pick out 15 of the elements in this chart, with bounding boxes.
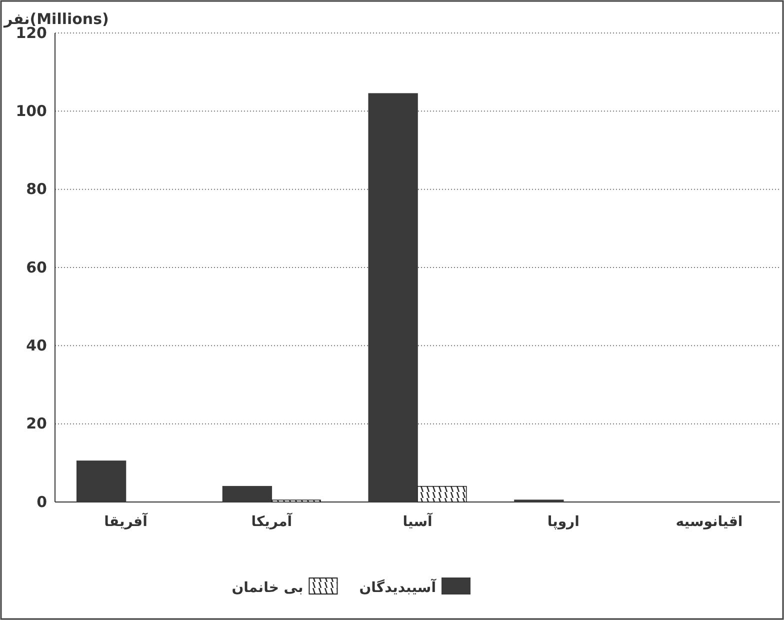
y-tick-label: 100 — [16, 102, 47, 120]
legend-label: بی خانمان — [232, 580, 304, 596]
x-tick-label: آفریقا — [104, 512, 149, 530]
bar — [417, 486, 467, 502]
x-tick-label: اروپا — [547, 514, 580, 530]
y-tick-label: 40 — [26, 336, 47, 354]
y-axis-title: نفر(Millions) — [3, 10, 109, 28]
y-tick-label: 60 — [26, 258, 47, 276]
x-tick-label: اقیانوسیه — [676, 514, 743, 530]
y-tick-label: 80 — [26, 180, 47, 198]
x-tick-label: آمریکا — [251, 512, 294, 530]
y-tick-label: 20 — [26, 414, 47, 433]
legend-label: آسیبدیدگان — [359, 578, 438, 596]
x-tick-label: آسیا — [402, 512, 434, 530]
y-tick-label: 0 — [36, 492, 47, 511]
